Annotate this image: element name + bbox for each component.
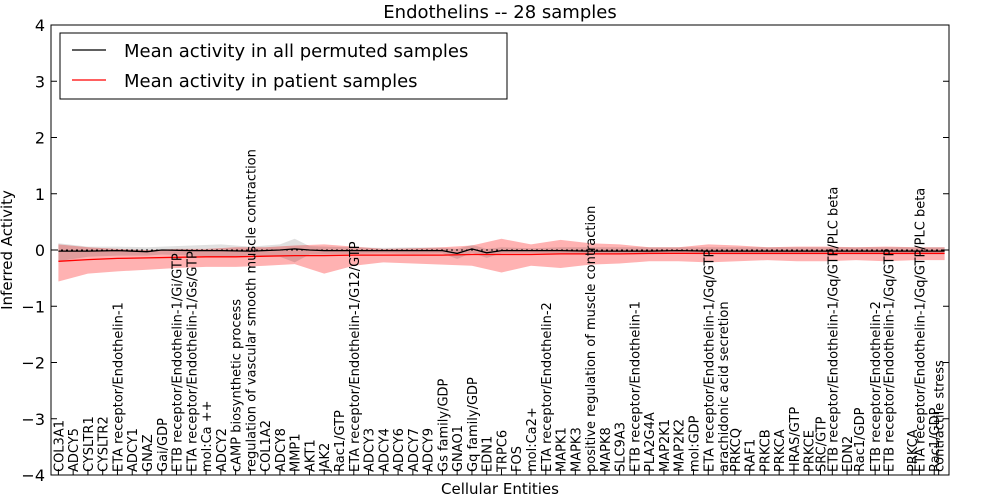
x-tick-label: Rac1/GTP	[333, 410, 348, 472]
patient-mean-line	[58, 252, 945, 262]
x-tick-label: COL3A1	[52, 420, 67, 472]
x-tick-label: RAF1	[744, 439, 759, 472]
x-tick-label: HRAS/GTP	[788, 407, 803, 472]
x-tick-label: FOS	[510, 446, 525, 472]
x-tick-label: ETB receptor/Endothelin-2	[869, 301, 884, 472]
x-tick-label: MAPK3	[569, 427, 584, 472]
x-tick-label: MAPK1	[555, 427, 570, 472]
x-tick-label: MAPK8	[599, 427, 614, 472]
x-tick-label: JAK2	[318, 443, 333, 473]
x-tick-label: EDN2	[841, 436, 856, 472]
x-tick-label: Gs family/GDP	[436, 378, 451, 472]
x-tick-label: SLC9A3	[614, 422, 629, 472]
x-tick-label: ADCY4	[377, 428, 392, 472]
permuted-mean-line	[58, 248, 945, 255]
x-tick-label: positive regulation of muscle contractio…	[584, 206, 599, 472]
x-tick-label: GNAO1	[451, 425, 466, 472]
x-tick-label: Gai/GDP	[156, 418, 171, 472]
y-axis-label: Inferred Activity	[0, 190, 16, 310]
legend-box	[59, 32, 508, 100]
x-tick-label: MAP2K2	[673, 419, 688, 472]
x-tick-label: ETB receptor/Endothelin-1/Gi/GTP	[171, 253, 186, 472]
x-axis-label: Cellular Entities	[441, 480, 559, 498]
x-tick-label: ADCY9	[422, 428, 437, 472]
x-tick-label: contractile stress	[933, 360, 948, 472]
x-tick-label: PRKCB	[758, 429, 773, 472]
x-tick-label: mol:GDP	[687, 415, 702, 472]
x-axis: COL3A1 ADCY5 CYSLTR1 CYSLTR2 ETA receptor/En…	[52, 149, 948, 475]
x-tick-label: ETA receptor/Endothelin-1/G12/GTP	[348, 241, 363, 472]
y-tick-label: 3	[35, 72, 45, 91]
y-tick-label: 2	[35, 129, 45, 148]
x-tick-label: PRKCA	[773, 429, 788, 472]
x-tick-label: ADCY5	[67, 428, 82, 472]
x-tick-label: MMP1	[289, 433, 304, 472]
x-tick-label: cAMP biosynthetic process	[230, 299, 245, 472]
x-tick-label: ADCY3	[363, 428, 378, 472]
x-tick-label: EDN1	[481, 436, 496, 472]
x-tick-label: PRKCA	[906, 429, 921, 472]
x-tick-label: ADCY8	[274, 428, 289, 472]
x-tick-label: ETA receptor/Endothelin-1	[111, 302, 126, 472]
x-tick-label: PRKCE	[803, 430, 818, 472]
y-tick-label: −2	[21, 354, 45, 373]
x-tick-label: ETA receptor/Endothelin-1/Gq/GTP/PLC bet…	[913, 188, 928, 472]
plot-frame	[50, 24, 950, 476]
x-tick-label: arachidonic acid secretion	[717, 301, 732, 472]
x-tick-label: ADCY1	[126, 428, 141, 472]
chart-title: Endothelins -- 28 samples	[383, 2, 616, 23]
y-tick-label: 0	[35, 241, 45, 260]
y-axis: −4 −3 −2 −1 0 1 2 3 4	[21, 16, 949, 485]
x-tick-label: ADCY6	[392, 428, 407, 472]
x-tick-label: GNAZ	[141, 434, 156, 472]
x-tick-label: CYSLTR1	[82, 416, 97, 472]
series-lines	[58, 248, 945, 262]
y-tick-label: 4	[35, 16, 45, 35]
x-tick-label: ETB receptor/Endothelin-1	[628, 301, 643, 472]
y-tick-label: −1	[21, 297, 45, 316]
x-tick-label: SRC/GTP	[815, 416, 830, 472]
x-tick-label: COL1A2	[259, 420, 274, 472]
x-tick-label: ETB receptor/Endothelin-1/Gq/GTP	[882, 249, 897, 472]
x-tick-label: AKT1	[303, 439, 318, 472]
y-tick-label: 1	[35, 185, 45, 204]
y-tick-label: −3	[21, 410, 45, 429]
x-tick-label: ADCY2	[215, 428, 230, 472]
y-tick-label: −4	[21, 466, 45, 485]
x-tick-label: mol:Ca ++	[200, 400, 215, 472]
x-tick-label: regulation of vascular smooth muscle con…	[244, 149, 259, 472]
x-tick-label: PLA2G4A	[643, 412, 658, 472]
x-tick-label: ETA receptor/Endothelin-2	[540, 302, 555, 472]
legend: Mean activity in all permuted samples Me…	[59, 32, 508, 100]
x-tick-label: Rac1/GDP	[853, 407, 868, 472]
x-tick-label: Rac1/GDP	[928, 407, 943, 472]
x-tick-label: MAP2K1	[658, 419, 673, 472]
x-tick-label: ETB receptor/Endothelin-1/Gq/GTP/PLC bet…	[826, 187, 841, 472]
legend-label-patient: Mean activity in patient samples	[124, 71, 418, 92]
x-tick-label: Gq family/GDP	[466, 377, 481, 472]
x-tick-label: mol:Ca2+	[525, 407, 540, 472]
x-tick-label: CYSLTR2	[97, 416, 112, 472]
legend-label-permuted: Mean activity in all permuted samples	[124, 41, 468, 62]
x-tick-label: ADCY7	[407, 428, 422, 472]
x-tick-label: PRKCQ	[729, 428, 744, 472]
x-tick-label: ETA receptor/Endothelin-1/Gq/GTP	[702, 250, 717, 472]
x-tick-label: ETA receptor/Endothelin-1/Gs/GTP	[185, 251, 200, 472]
x-tick-label: TRPC6	[495, 430, 510, 473]
